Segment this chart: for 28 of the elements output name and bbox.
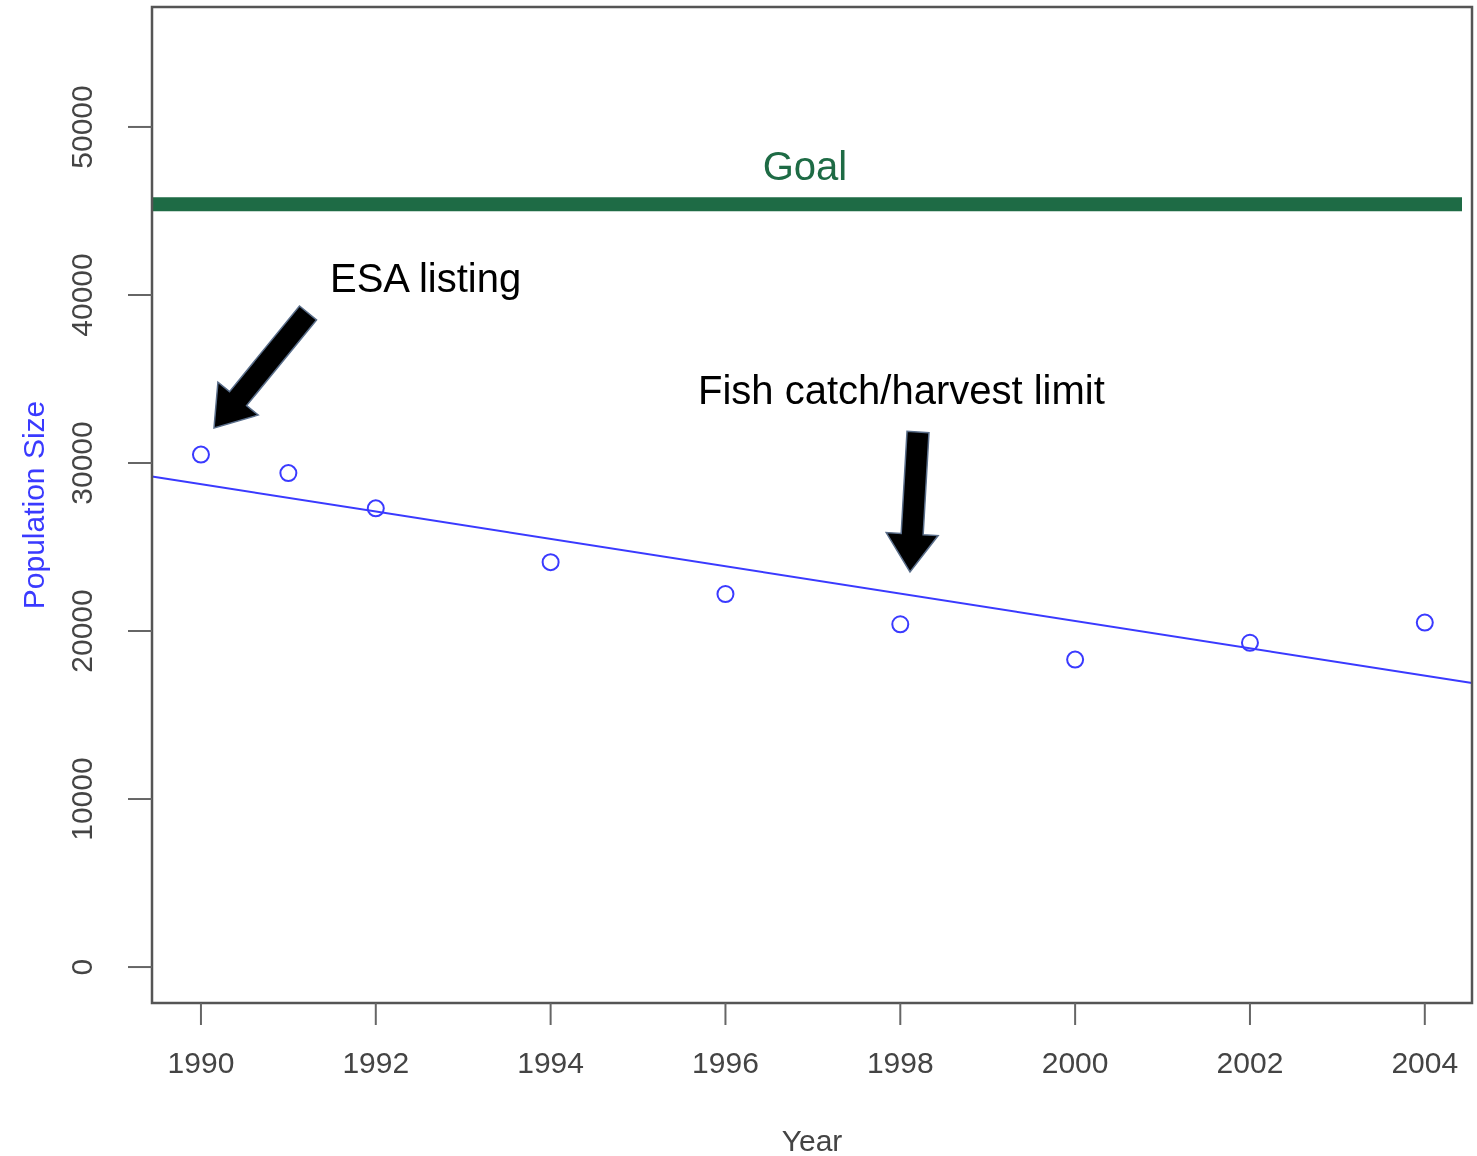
y-axis-title: Population Size [17, 400, 50, 610]
y-tick-label: 50000 [65, 85, 98, 169]
y-tick-label: 20000 [65, 589, 98, 673]
x-tick-label: 2002 [1216, 1046, 1284, 1079]
point [279, 464, 298, 483]
point [541, 553, 560, 572]
y-tick-label: 40000 [65, 253, 98, 337]
x-tick-label: 1992 [342, 1046, 410, 1079]
point [1415, 613, 1434, 632]
point [366, 499, 385, 518]
x-tick-label: 2000 [1041, 1046, 1109, 1079]
x-tick-label: 1990 [167, 1046, 235, 1079]
y-tick-label: 30000 [65, 421, 98, 505]
point [891, 615, 910, 634]
x-tick-label: 1998 [866, 1046, 934, 1079]
x-tick-label: 1996 [692, 1046, 759, 1079]
annotation: Fish catch/harvest limit [698, 368, 1105, 412]
annotation: ESA listing [330, 256, 522, 300]
x-axis-title: Year [781, 1124, 843, 1156]
x-tick-label: 1994 [517, 1046, 584, 1079]
x-tick-label: 2004 [1391, 1046, 1459, 1079]
point [1066, 650, 1085, 669]
point [716, 585, 735, 604]
ref-line-label: Goal [762, 144, 848, 189]
y-tick-label: 0 [65, 958, 98, 976]
point [1240, 633, 1259, 652]
point [191, 445, 210, 464]
y-tick-label: 10000 [65, 757, 98, 841]
